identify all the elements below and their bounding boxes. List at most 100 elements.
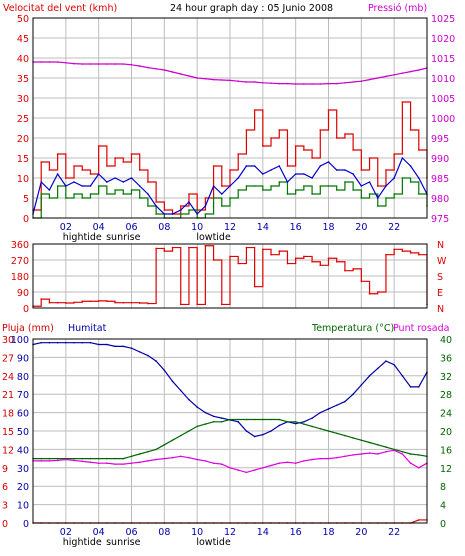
pressure-tick-label: 985 — [431, 174, 449, 185]
gust-series-point — [40, 161, 43, 163]
pressure-series-point — [335, 82, 338, 85]
wind-tick-label: 30 — [17, 94, 29, 105]
gust-series-point — [179, 205, 182, 207]
hour-tick-label: 02 — [60, 222, 72, 233]
min-wind-series-point — [73, 193, 75, 195]
wind-tick-label: 0 — [23, 214, 29, 225]
rain-tick-label: 21 — [2, 390, 14, 401]
temperature-tick-label: 36 — [440, 353, 452, 364]
min-wind-series-point — [130, 189, 133, 191]
dewpoint-series-point — [393, 449, 395, 452]
dewpoint-series-point — [303, 460, 305, 462]
temperature-series-point — [368, 441, 371, 444]
pressure-series-point — [368, 78, 371, 81]
avg-wind-series-point — [106, 181, 108, 183]
compass-tick-label: N — [437, 240, 444, 251]
dewpoint-series-point — [179, 455, 182, 458]
temperature-series-point — [352, 437, 354, 439]
pressure-series-point — [188, 75, 190, 77]
min-wind-series-point — [138, 197, 141, 199]
dewpoint-series-point — [220, 463, 223, 465]
wind-axis-label: Velocitat del vent (kmh) — [3, 3, 117, 14]
temperature-series-point — [204, 423, 207, 425]
gust-series-point — [229, 169, 231, 171]
dewpoint-series-point — [56, 459, 59, 462]
min-wind-series-point — [81, 197, 84, 199]
hour-tick-label: 08 — [158, 527, 170, 538]
lowtide-label: lowtide — [196, 232, 231, 243]
humidity-series-point — [196, 406, 198, 408]
hightide-label: hightide — [63, 537, 102, 548]
avg-wind-series-point — [220, 193, 223, 195]
gust-series-point — [106, 165, 108, 167]
wind-tick-label: 15 — [17, 154, 29, 165]
wind-tick-label: 50 — [17, 14, 29, 25]
rain-tick-label: 12 — [2, 445, 14, 456]
min-wind-series-point — [155, 213, 157, 215]
hour-tick-label: 18 — [322, 527, 334, 538]
dewpoint-series-point — [204, 460, 207, 462]
direction-series-point — [171, 246, 174, 249]
humidity-tick-label: 0 — [23, 519, 29, 530]
humidity-tick-label: 50 — [17, 427, 29, 438]
humidity-series-point — [327, 408, 330, 410]
gust-series-point — [286, 165, 289, 167]
pressure-series-point — [417, 69, 420, 71]
gust-series-point — [360, 169, 363, 171]
humidity-tick-label: 100 — [11, 335, 29, 346]
hour-tick-label: 14 — [257, 222, 269, 233]
dewpoint-series-point — [262, 467, 264, 469]
avg-wind-series-point — [171, 213, 174, 215]
avg-wind-series-point — [138, 185, 141, 187]
avg-wind-series-point — [385, 185, 387, 187]
direction-series-point — [278, 250, 281, 252]
humidity-series-point — [204, 411, 207, 414]
temperature-series-point — [89, 457, 92, 460]
temperature-tick-label: 24 — [440, 409, 452, 420]
gust-series-point — [303, 149, 305, 151]
pressure-series-point — [294, 83, 297, 85]
direction-series-point — [401, 250, 404, 252]
min-wind-series-point — [204, 213, 207, 215]
direction-series-point — [155, 247, 157, 250]
direction-series-point — [237, 262, 240, 265]
direction-series-point — [204, 244, 207, 247]
humidity-series-point — [56, 341, 59, 344]
humidity-tick-label: 10 — [17, 501, 29, 512]
min-wind-series-point — [376, 205, 379, 207]
gust-series-point — [155, 201, 157, 203]
avg-wind-series-point — [147, 193, 149, 195]
gust-series-point — [204, 197, 207, 199]
humidity-series-point — [130, 347, 133, 350]
direction-series-point — [245, 246, 248, 249]
dewpoint-series-point — [335, 456, 338, 459]
humidity-series-point — [253, 435, 256, 438]
temperature-tick-label: 8 — [440, 482, 446, 493]
min-wind-series-point — [122, 193, 125, 195]
pressure-series-point — [212, 78, 215, 81]
avg-wind-series-point — [393, 177, 395, 179]
gust-series-point — [294, 145, 297, 147]
temperature-series-point — [417, 454, 420, 456]
min-wind-series-point — [335, 189, 338, 191]
direction-series-point — [417, 253, 420, 256]
temperature-series-point — [73, 457, 75, 460]
gust-series-point — [253, 109, 256, 111]
humidity-series-point — [303, 421, 305, 423]
rain-tick-label: 3 — [2, 501, 8, 512]
temperature-series-point — [188, 430, 190, 432]
min-wind-series-point — [56, 185, 59, 187]
pressure-series-point — [245, 81, 248, 83]
temperature-series-point — [196, 425, 198, 428]
dewpoint-series-point — [245, 471, 248, 474]
humidity-series-point — [138, 351, 141, 353]
pressure-series-point — [138, 65, 141, 67]
temperature-series-point — [122, 457, 125, 460]
dewpoint-series-point — [81, 460, 84, 463]
pressure-tick-label: 990 — [431, 154, 449, 165]
pressure-series-point — [286, 82, 289, 85]
temperature-series-point — [212, 421, 215, 423]
gust-series-point — [393, 153, 395, 155]
pressure-series-point — [409, 70, 412, 73]
humidity-series-point — [122, 345, 125, 348]
